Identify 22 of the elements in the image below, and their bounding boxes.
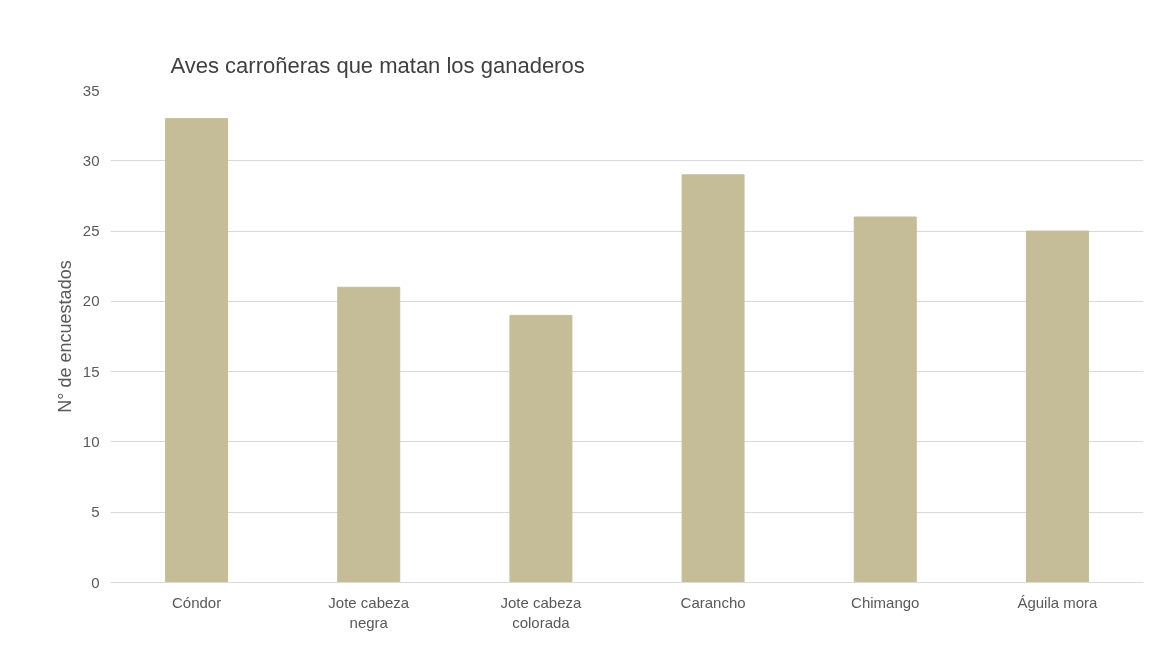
y-tick-label: 5 bbox=[91, 503, 100, 521]
y-tick-label: 20 bbox=[82, 292, 100, 310]
x-tick-label: Chimango bbox=[851, 593, 920, 611]
x-tick-label: Cóndor bbox=[171, 593, 222, 611]
y-tick-label: 35 bbox=[82, 81, 100, 99]
x-tick-label: Jote cabeza colorada bbox=[500, 593, 583, 631]
x-tick-label: Águila mora bbox=[1017, 593, 1099, 611]
y-tick-label: 0 bbox=[91, 573, 100, 591]
y-tick-label: 15 bbox=[82, 362, 100, 380]
bar bbox=[1025, 230, 1089, 583]
x-tick-label: Carancho bbox=[680, 593, 746, 611]
chart-title: Aves carroñeras que matan los ganaderos bbox=[170, 53, 585, 78]
y-tick-label: 10 bbox=[82, 432, 100, 450]
bar bbox=[509, 314, 573, 583]
bar bbox=[337, 286, 401, 583]
y-tick-label: 30 bbox=[82, 151, 100, 169]
bar bbox=[681, 174, 745, 583]
bar bbox=[165, 118, 229, 583]
bar bbox=[853, 216, 917, 583]
y-tick-label: 25 bbox=[82, 222, 100, 240]
x-tick-label: Jote cabeza negra bbox=[328, 593, 410, 631]
y-axis-title: N° de encuestados bbox=[54, 260, 75, 413]
